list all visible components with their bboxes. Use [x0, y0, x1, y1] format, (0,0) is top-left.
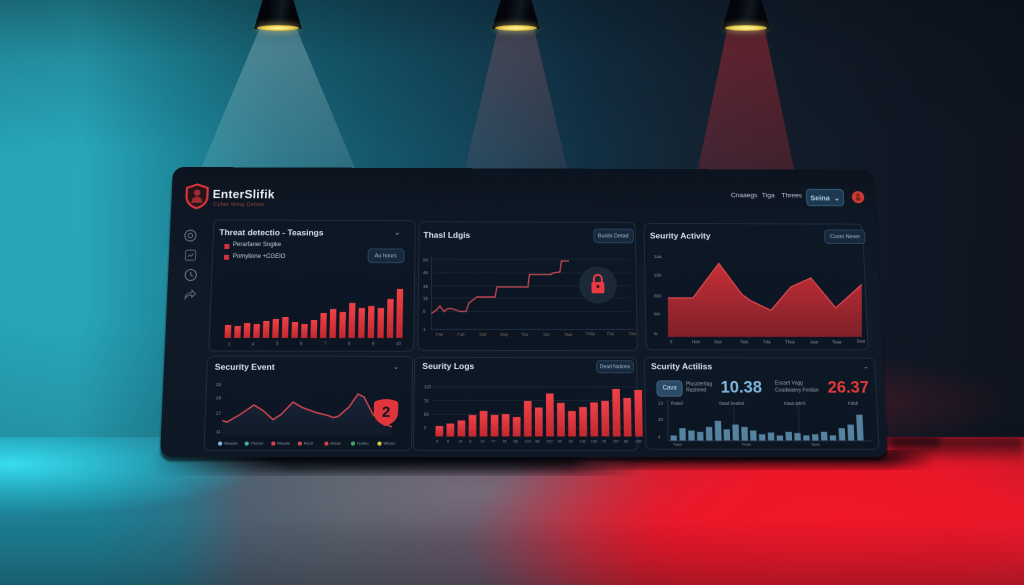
svg-text:2: 2 — [382, 404, 391, 421]
